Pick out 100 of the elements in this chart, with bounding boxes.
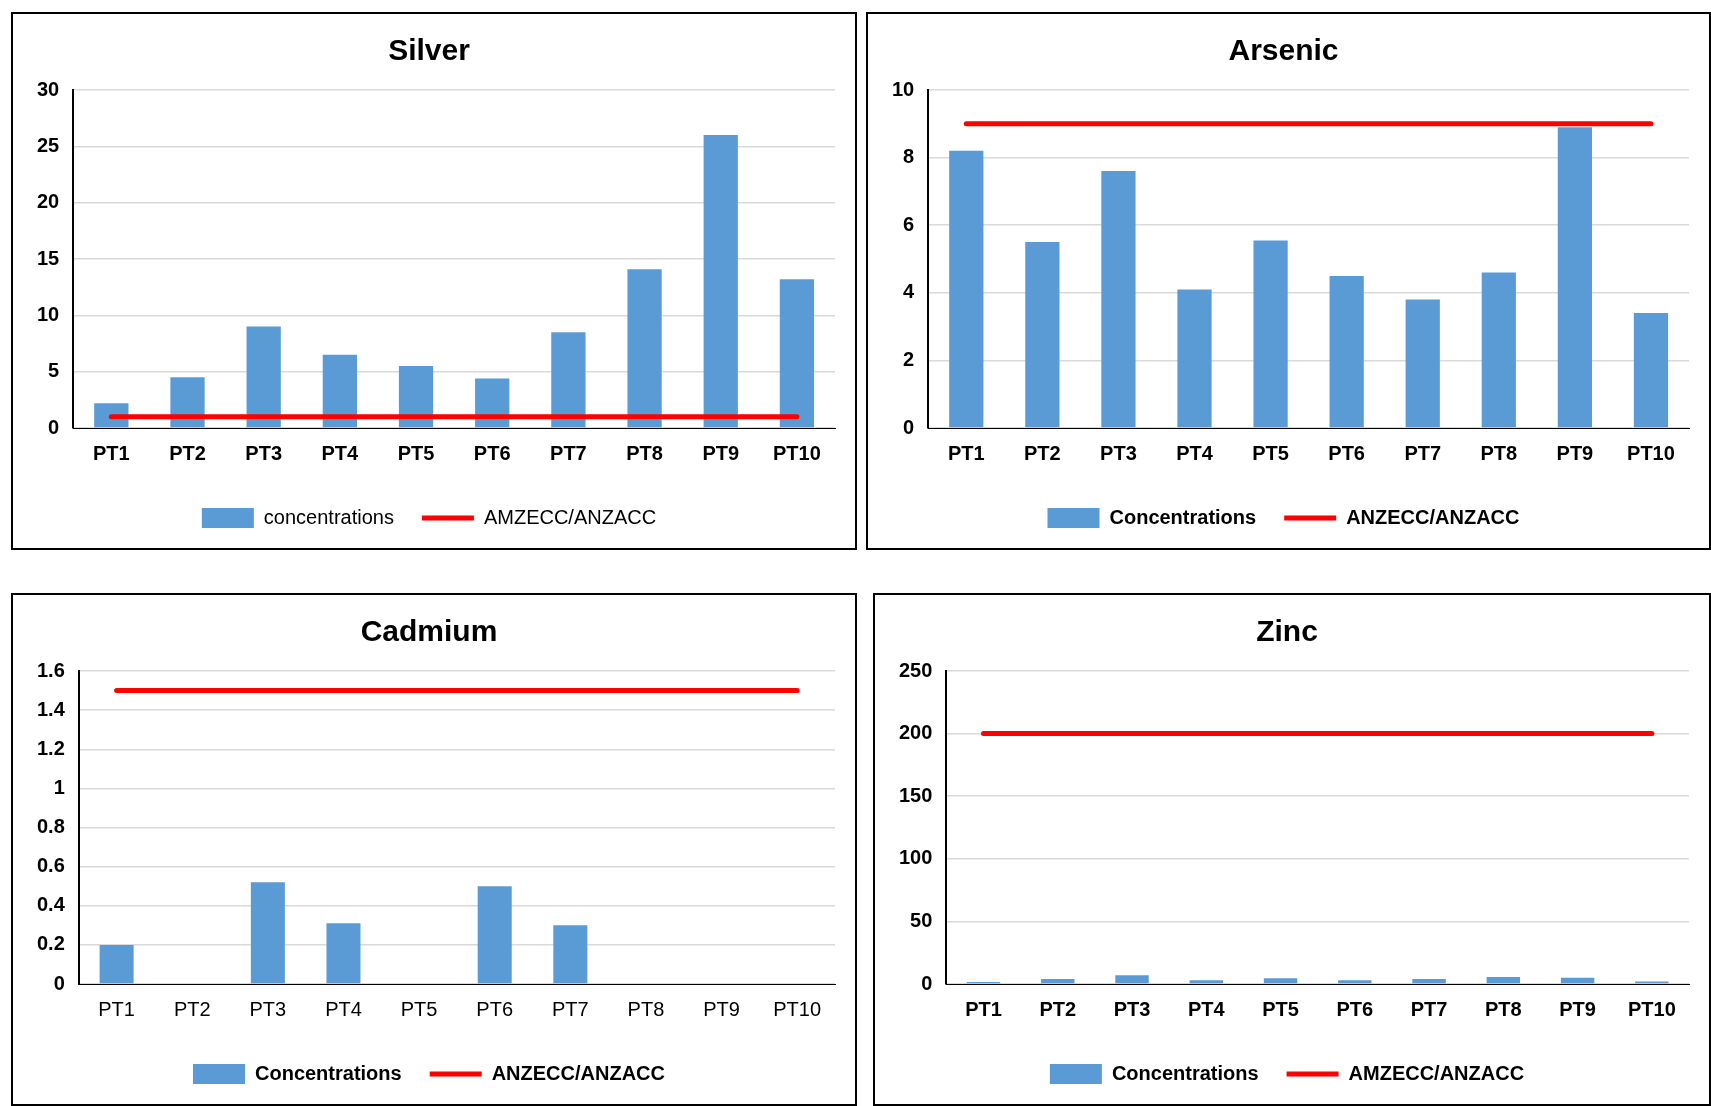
y-tick-label: 4 — [903, 280, 916, 303]
bar — [1557, 127, 1592, 428]
x-tick-label: PT2 — [173, 997, 211, 1020]
y-tick-label: 0.2 — [36, 932, 65, 955]
x-tick-label: PT8 — [626, 441, 663, 464]
chart-title: Cadmium — [360, 614, 498, 648]
bar — [1405, 299, 1440, 428]
x-tick-label: PT6 — [476, 997, 514, 1020]
legend-label: ANZECC/ANZACC — [1346, 505, 1520, 528]
bar — [627, 269, 662, 428]
x-tick-label: PT2 — [1039, 997, 1077, 1020]
legend-label: concentrations — [263, 505, 394, 528]
bar — [1263, 978, 1298, 984]
bar — [779, 279, 815, 428]
x-tick-label: PT7 — [1410, 997, 1448, 1020]
bar — [398, 366, 434, 428]
bar — [553, 925, 588, 984]
bar — [551, 332, 586, 428]
y-tick-label: 1.6 — [36, 658, 65, 681]
bar — [1025, 242, 1060, 428]
bar — [1115, 975, 1149, 984]
bar — [1329, 275, 1364, 428]
y-tick-label: 100 — [898, 846, 933, 869]
y-tick-label: 30 — [37, 77, 60, 100]
y-tick-label: 200 — [898, 721, 933, 744]
x-tick-label: PT8 — [1480, 441, 1518, 464]
x-tick-label: PT3 — [1113, 997, 1151, 1020]
x-tick-label: PT1 — [92, 441, 130, 464]
x-tick-label: PT4 — [1176, 441, 1214, 464]
y-tick-label: 1 — [53, 775, 65, 798]
x-tick-label: PT3 — [249, 997, 287, 1020]
y-tick-label: 5 — [48, 359, 60, 382]
x-tick-label: PT8 — [627, 997, 665, 1020]
y-tick-label: 10 — [37, 302, 60, 325]
x-tick-label: PT6 — [1328, 441, 1365, 464]
x-tick-label: PT9 — [702, 441, 740, 464]
bar — [949, 150, 984, 428]
y-tick-label: 150 — [898, 783, 933, 806]
bar — [246, 326, 281, 428]
x-tick-label: PT4 — [1187, 997, 1226, 1020]
x-tick-label: PT2 — [169, 441, 206, 464]
x-tick-label: PT5 — [1252, 441, 1289, 464]
x-tick-label: PT6 — [473, 441, 511, 464]
x-tick-label: PT5 — [1262, 997, 1299, 1020]
bar — [1101, 171, 1136, 428]
legend-label: ANZECC/ANZACC — [491, 1061, 666, 1084]
y-tick-label: 0 — [53, 971, 65, 994]
y-tick-label: 8 — [903, 145, 915, 168]
y-tick-label: 250 — [898, 658, 933, 681]
chart-title: Silver — [388, 33, 471, 67]
x-tick-label: PT5 — [400, 997, 438, 1020]
legend-label: Concentrations — [1109, 505, 1257, 528]
x-tick-label: PT10 — [773, 441, 821, 464]
chart-title: Zinc — [1256, 614, 1318, 648]
bar — [1041, 978, 1075, 984]
x-tick-label: PT10 — [773, 997, 822, 1020]
y-tick-label: 15 — [37, 246, 60, 269]
x-tick-label: PT1 — [947, 441, 985, 464]
x-tick-label: PT1 — [98, 997, 135, 1020]
y-tick-label: 6 — [903, 212, 915, 235]
x-tick-label: PT9 — [1559, 997, 1596, 1020]
y-tick-label: 25 — [37, 133, 60, 156]
y-tick-label: 50 — [910, 908, 933, 931]
x-tick-label: PT7 — [1404, 441, 1442, 464]
x-tick-label: PT4 — [325, 997, 362, 1020]
bar — [99, 944, 134, 984]
x-tick-label: PT2 — [1024, 441, 1061, 464]
x-tick-label: PT10 — [1627, 997, 1676, 1020]
y-tick-label: 1.4 — [36, 697, 66, 720]
bar — [170, 377, 205, 428]
x-tick-label: PT6 — [1336, 997, 1374, 1020]
y-tick-label: 10 — [892, 77, 915, 100]
bar — [1177, 289, 1212, 428]
x-tick-label: PT1 — [965, 997, 1002, 1020]
bar — [1412, 978, 1446, 984]
y-tick-label: 0 — [921, 971, 933, 994]
x-tick-label: PT9 — [703, 997, 740, 1020]
x-tick-label: PT3 — [1100, 441, 1137, 464]
y-tick-label: 20 — [37, 190, 60, 213]
chart-title: Arsenic — [1228, 33, 1339, 67]
x-tick-label: PT3 — [245, 441, 283, 464]
x-tick-label: PT7 — [550, 441, 587, 464]
x-tick-label: PT10 — [1627, 441, 1675, 464]
y-tick-label: 0 — [903, 415, 915, 438]
bar — [250, 882, 285, 984]
bar — [1560, 977, 1595, 984]
bar — [326, 923, 361, 984]
y-tick-label: 0.6 — [36, 854, 65, 877]
y-tick-label: 0.4 — [36, 893, 66, 916]
bar — [1338, 980, 1372, 984]
bar — [1481, 272, 1516, 428]
legend-label: AMZECC/ANZACC — [1348, 1061, 1525, 1084]
legend-label: Concentrations — [255, 1061, 402, 1084]
legend-label: Concentrations — [1111, 1061, 1259, 1084]
y-tick-label: 0 — [48, 415, 60, 438]
bar — [1633, 313, 1669, 428]
y-tick-label: 2 — [903, 347, 915, 370]
bar — [1189, 980, 1223, 984]
x-tick-label: PT5 — [397, 441, 435, 464]
y-tick-label: 1.2 — [36, 736, 65, 759]
